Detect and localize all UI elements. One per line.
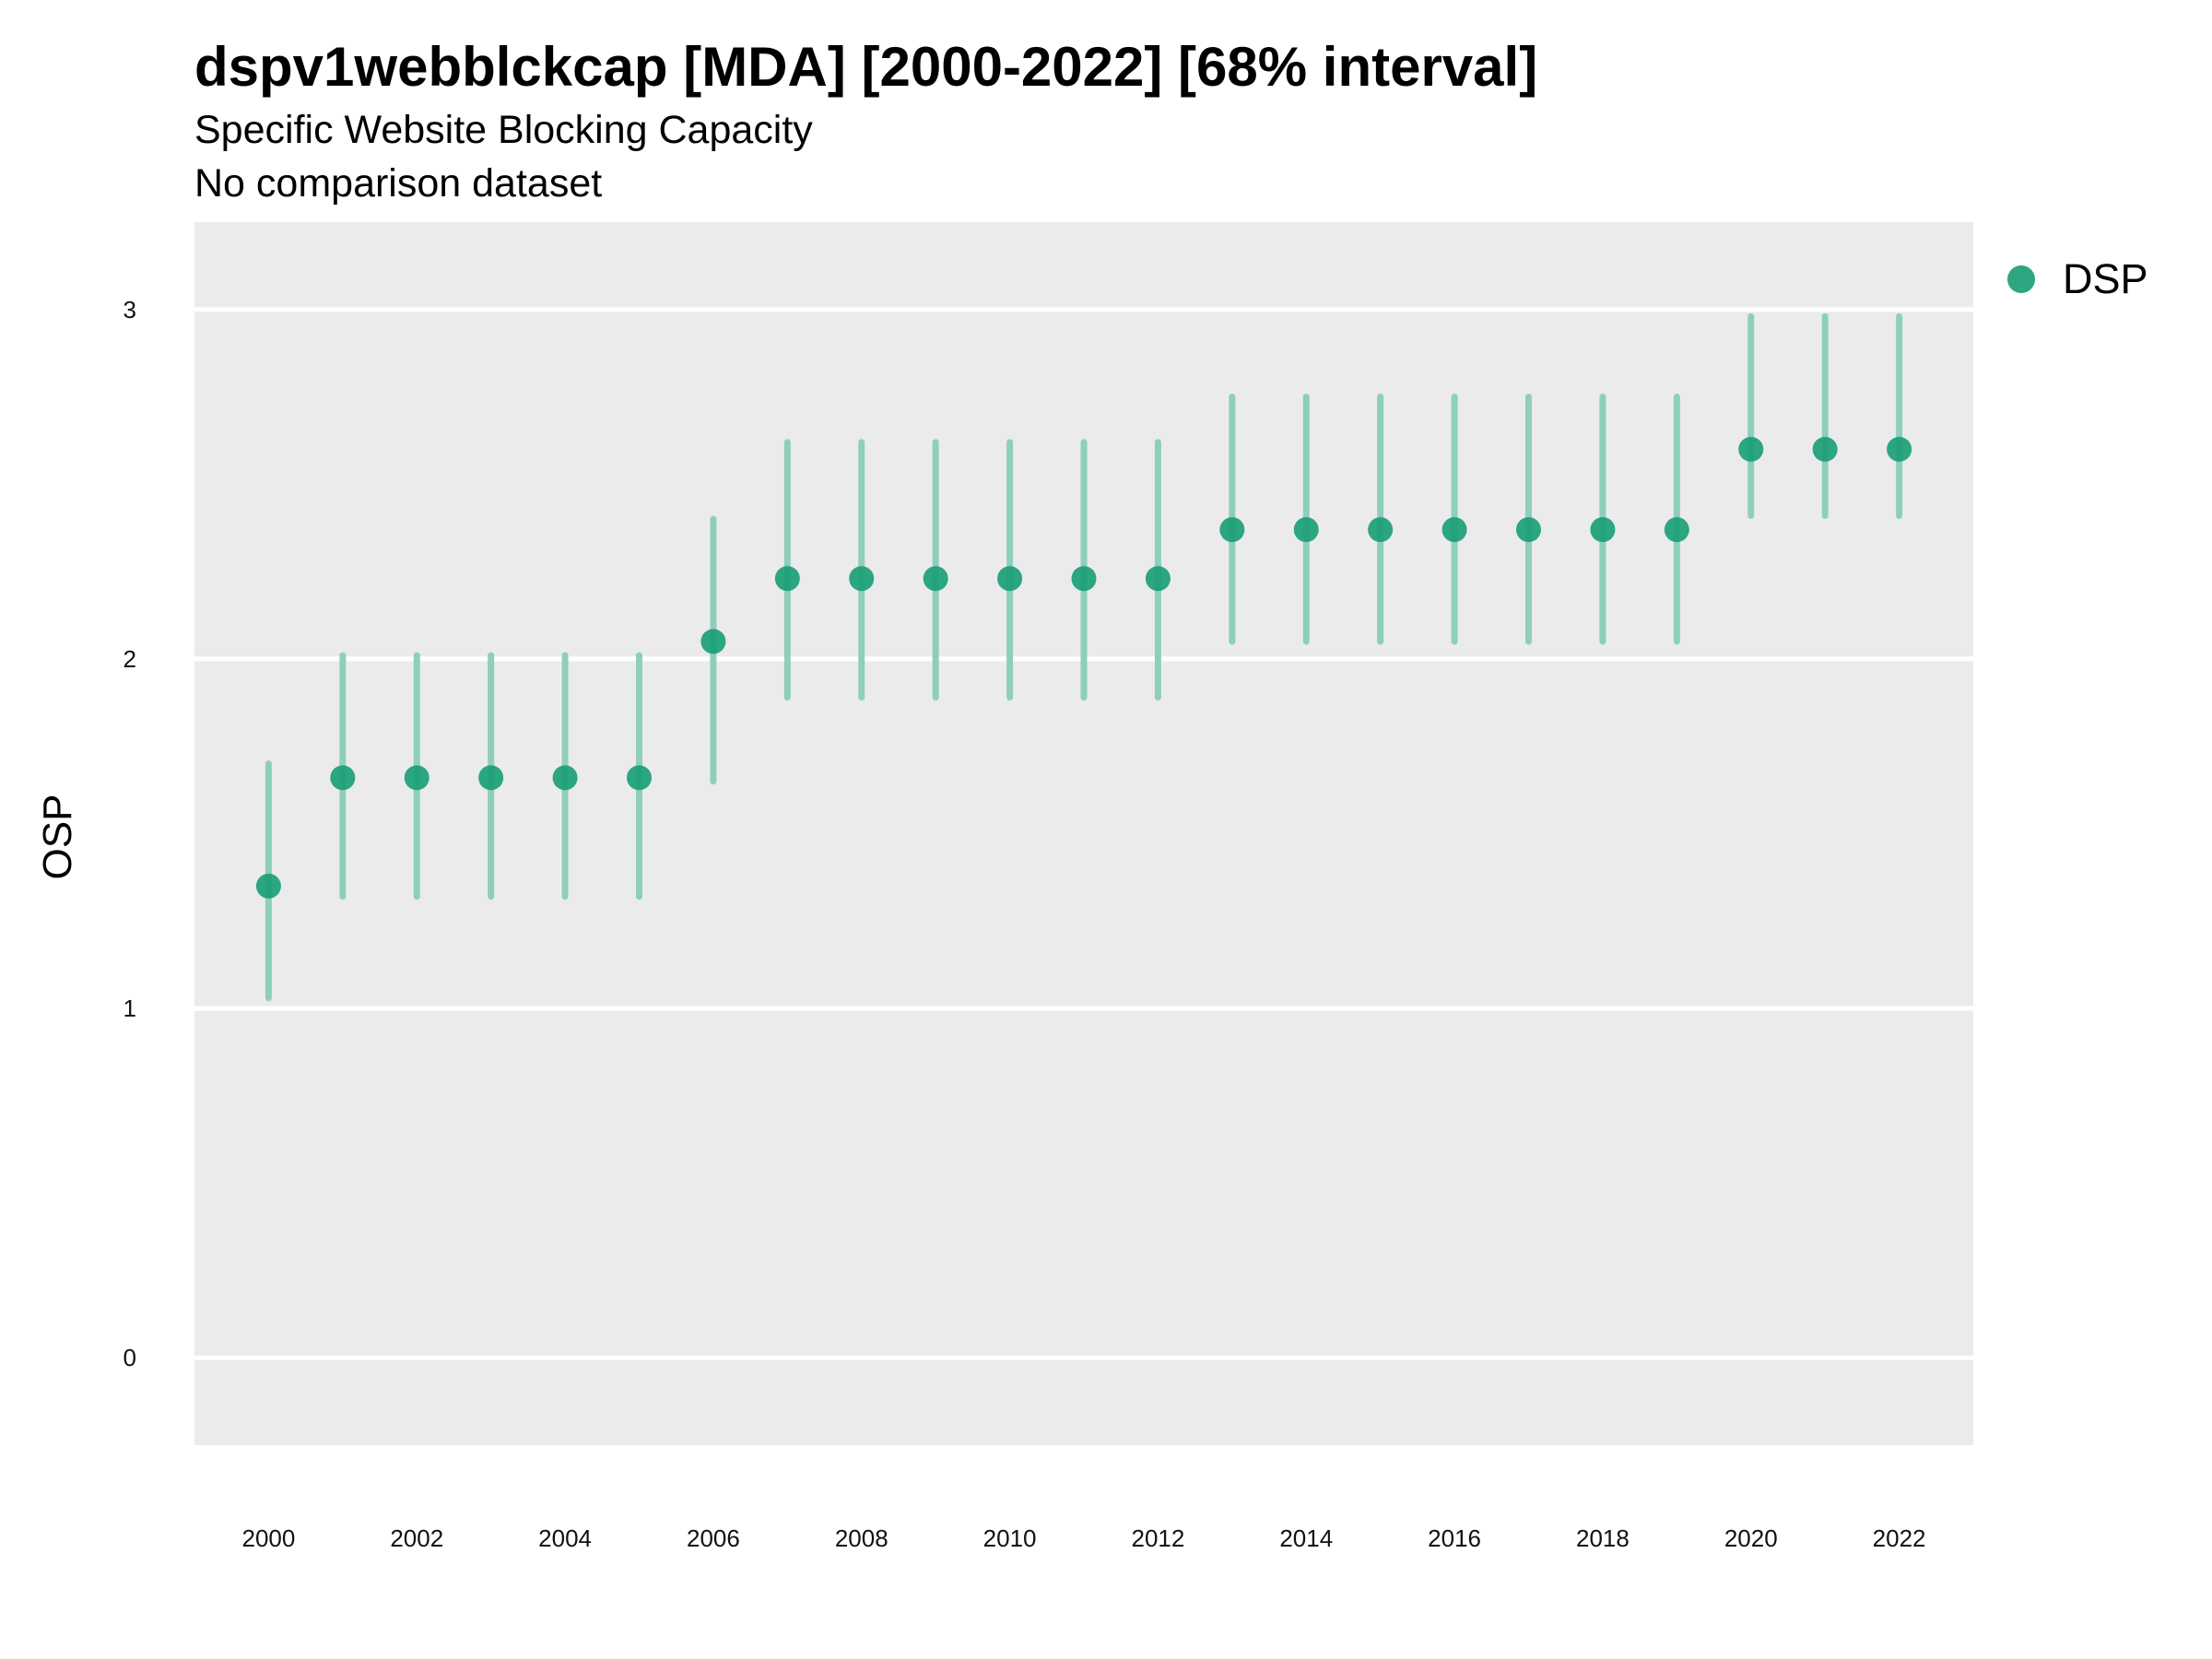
plot-panel	[194, 222, 1973, 1445]
y-axis-ticks: 0 1 2 3	[124, 296, 136, 1371]
data-point	[1219, 517, 1245, 543]
data-point	[997, 566, 1023, 592]
x-tick-label: 2006	[687, 1524, 740, 1552]
data-point	[330, 765, 356, 791]
x-tick-label: 2014	[1279, 1524, 1333, 1552]
x-tick-label: 2012	[1131, 1524, 1184, 1552]
data-point	[1145, 566, 1171, 592]
chart-subtitle: Specific Website Blocking Capacity	[194, 108, 813, 152]
y-tick-label: 0	[124, 1344, 136, 1371]
legend-label-dsp: DSP	[2063, 255, 2148, 302]
x-tick-label: 2002	[390, 1524, 443, 1552]
x-tick-label: 2010	[983, 1524, 1037, 1552]
x-tick-label: 2008	[835, 1524, 888, 1552]
data-point	[1516, 517, 1541, 543]
data-point	[923, 566, 948, 592]
x-tick-label: 2022	[1873, 1524, 1926, 1552]
data-point	[255, 873, 281, 899]
data-point	[1293, 517, 1319, 543]
data-point	[1441, 517, 1467, 543]
data-point	[404, 765, 429, 791]
x-tick-label: 2016	[1428, 1524, 1481, 1552]
y-tick-label: 3	[124, 296, 136, 324]
data-point	[1664, 517, 1689, 543]
data-point	[849, 566, 875, 592]
y-axis-title: OSP	[35, 794, 80, 880]
data-point	[552, 765, 578, 791]
data-points	[255, 436, 1912, 899]
data-point	[1368, 517, 1394, 543]
data-point	[1071, 566, 1097, 592]
x-axis-ticks: 2000 2002 2004 2006 2008 2010 2012 2014 2016 2018…	[241, 1524, 1925, 1552]
x-tick-label: 2000	[241, 1524, 295, 1552]
legend: DSP	[2007, 255, 2148, 302]
x-tick-label: 2018	[1576, 1524, 1630, 1552]
data-point	[700, 629, 726, 654]
data-point	[1590, 517, 1616, 543]
y-tick-label: 2	[124, 645, 136, 673]
data-point	[478, 765, 504, 791]
data-point	[1812, 436, 1838, 462]
legend-marker-dsp	[2007, 265, 2035, 293]
x-tick-label: 2020	[1724, 1524, 1778, 1552]
x-tick-label: 2004	[538, 1524, 592, 1552]
y-tick-label: 1	[124, 994, 136, 1022]
data-point	[627, 765, 652, 791]
data-point	[1738, 436, 1764, 462]
data-point	[774, 566, 800, 592]
chart-subtitle-secondary: No comparison dataset	[194, 161, 602, 206]
chart-title: dspv1webblckcap [MDA] [2000-2022] [68% i…	[194, 36, 1537, 98]
data-point	[1887, 436, 1912, 462]
